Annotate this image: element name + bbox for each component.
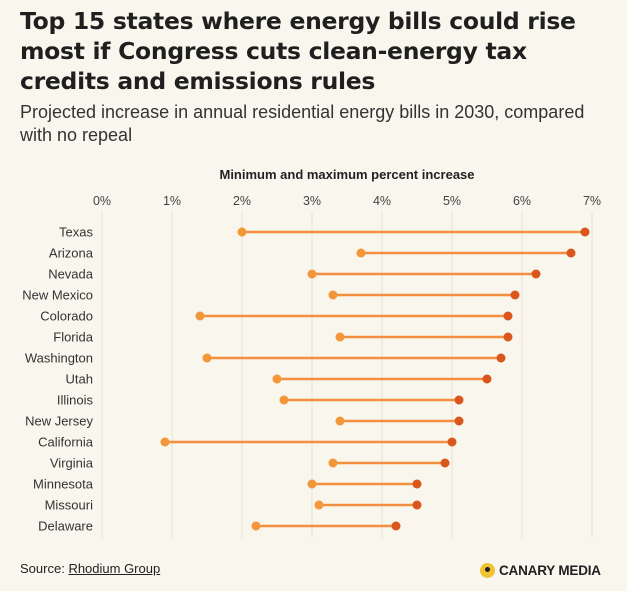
y-category-label: Virginia (50, 456, 94, 471)
min-dot[interactable] (314, 500, 324, 510)
min-dot[interactable] (356, 248, 366, 258)
y-category-label: Texas (59, 225, 93, 240)
y-category-label: Nevada (48, 267, 94, 282)
y-category-label: Utah (66, 372, 93, 387)
max-dot[interactable] (580, 227, 590, 237)
x-tick-label: 6% (513, 194, 531, 208)
y-category-label: Arizona (49, 246, 94, 261)
min-dot[interactable] (160, 437, 170, 447)
min-dot[interactable] (335, 416, 345, 426)
max-dot[interactable] (454, 395, 464, 405)
max-dot[interactable] (412, 500, 422, 510)
max-dot[interactable] (566, 248, 576, 258)
max-dot[interactable] (510, 290, 520, 300)
y-category-label: New Mexico (22, 288, 93, 303)
brand-logo-group: CANARY MEDIA (480, 560, 601, 580)
max-dot[interactable] (531, 269, 541, 279)
y-category-label: California (38, 435, 94, 450)
min-dot[interactable] (307, 479, 317, 489)
max-dot[interactable] (496, 353, 506, 363)
y-category-label: Missouri (45, 498, 94, 513)
x-tick-label: 5% (443, 194, 461, 208)
x-tick-label: 0% (93, 194, 111, 208)
source-note: Source: Rhodium Group (20, 561, 160, 576)
max-dot[interactable] (454, 416, 464, 426)
max-dot[interactable] (482, 374, 492, 384)
x-tick-label: 7% (583, 194, 601, 208)
brand-name: CANARY MEDIA (499, 562, 601, 578)
min-dot[interactable] (195, 311, 205, 321)
x-tick-label: 1% (163, 194, 181, 208)
dumbbell-chart: Minimum and maximum percent increase 0% 1… (22, 167, 601, 538)
axis-title: Minimum and maximum percent increase (219, 167, 474, 182)
min-dot[interactable] (202, 353, 212, 363)
y-category-label: Washington (25, 351, 93, 366)
min-dot[interactable] (237, 227, 247, 237)
y-category-label: Florida (53, 330, 94, 345)
source-label: Source: (20, 561, 65, 576)
min-dot[interactable] (335, 332, 345, 342)
source-link[interactable]: Rhodium Group (68, 561, 161, 576)
x-tick-label: 2% (233, 194, 251, 208)
min-dot[interactable] (328, 290, 338, 300)
max-dot[interactable] (440, 458, 450, 468)
x-tick-label: 3% (303, 194, 321, 208)
min-dot[interactable] (251, 521, 261, 531)
min-dot[interactable] (279, 395, 289, 405)
min-dot[interactable] (272, 374, 282, 384)
y-category-label: Minnesota (33, 477, 94, 492)
y-category-label: Illinois (57, 393, 94, 408)
max-dot[interactable] (503, 332, 513, 342)
max-dot[interactable] (503, 311, 513, 321)
max-dot[interactable] (447, 437, 457, 447)
y-category-label: New Jersey (25, 414, 93, 429)
max-dot[interactable] (412, 479, 422, 489)
y-category-label: Colorado (40, 309, 93, 324)
min-dot[interactable] (307, 269, 317, 279)
chart-subtitle: Projected increase in annual residential… (20, 102, 585, 145)
y-category-label: Delaware (38, 519, 93, 534)
x-tick-label: 4% (373, 194, 391, 208)
chart-title: Top 15 states where energy bills could r… (20, 7, 576, 95)
max-dot[interactable] (391, 521, 401, 531)
min-dot[interactable] (328, 458, 338, 468)
canary-logo-icon (480, 562, 495, 578)
